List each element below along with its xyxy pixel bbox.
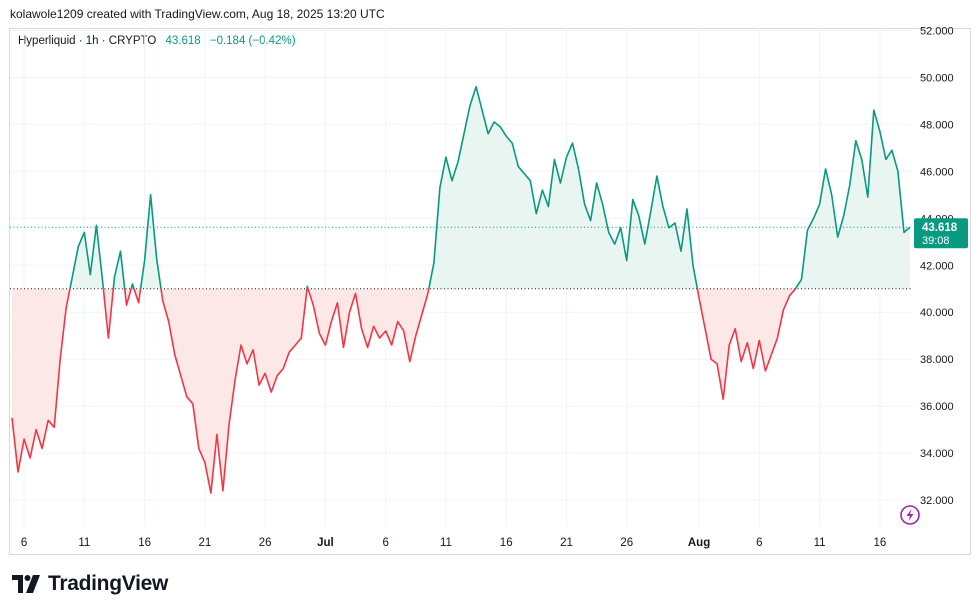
legend-price: 43.618 [165, 35, 201, 47]
y-tick-label: 36.000 [920, 401, 954, 413]
legend-change: −0.184 (−0.42%) [209, 35, 296, 47]
area-fill-below [12, 288, 796, 494]
y-tick-label: 48.000 [920, 119, 954, 131]
x-tick-label: 6 [756, 537, 762, 549]
x-tick-label: 21 [198, 537, 211, 549]
lightning-icon[interactable] [900, 505, 920, 525]
x-tick-label: 16 [873, 537, 886, 549]
x-tick-label: Jul [317, 537, 334, 549]
last-price-tag: 43.618 39:08 [914, 218, 968, 249]
y-tick-label: 32.000 [920, 495, 954, 507]
x-tick-label: 26 [259, 537, 272, 549]
y-tick-label: 46.000 [920, 166, 954, 178]
x-tick-label: 11 [440, 537, 452, 549]
symbol-legend[interactable]: Hyperliquid · 1h · CRYPTO 43.618 −0.184 … [18, 35, 296, 47]
x-tick-label: Aug [688, 537, 710, 549]
y-tick-label: 38.000 [920, 354, 954, 366]
x-tick-label: 6 [21, 537, 27, 549]
y-tick-label: 42.000 [920, 260, 954, 272]
price-line [11, 85, 911, 494]
chart-frame [9, 28, 971, 555]
price-line-below [11, 288, 797, 494]
area-fills [12, 86, 910, 494]
attribution-text: kolawole1209 created with TradingView.co… [10, 7, 385, 21]
y-tick-label: 40.000 [920, 307, 954, 319]
tradingview-logo-icon [12, 575, 40, 593]
area-fill-above [12, 86, 910, 289]
symbol-name[interactable]: Hyperliquid · 1h · CRYPTO [18, 35, 157, 47]
y-tick-label: 52.000 [920, 25, 954, 37]
x-tick-label: 11 [78, 537, 90, 549]
price-line-above [69, 85, 911, 289]
price-axis[interactable]: 32.00034.00036.00038.00040.00042.00044.0… [920, 25, 954, 507]
y-tick-label: 34.000 [920, 448, 954, 460]
tradingview-logo: TradingView [12, 572, 168, 596]
x-tick-label: 11 [814, 537, 826, 549]
last-price-tag-bg [914, 218, 968, 249]
x-tick-label: 16 [138, 537, 151, 549]
x-tick-label: 26 [620, 537, 633, 549]
x-tick-label: 6 [382, 537, 388, 549]
last-price-tag-price: 43.618 [922, 222, 958, 234]
last-price-tag-countdown: 39:08 [922, 235, 950, 247]
x-tick-label: 21 [560, 537, 573, 549]
y-tick-label: 50.000 [920, 72, 954, 84]
time-axis[interactable]: 6 11 16 21 26 Jul 6 11 16 21 26 Aug 6 11 16 [21, 537, 886, 549]
x-tick-label: 16 [500, 537, 513, 549]
tradingview-wordmark: TradingView [48, 572, 169, 595]
